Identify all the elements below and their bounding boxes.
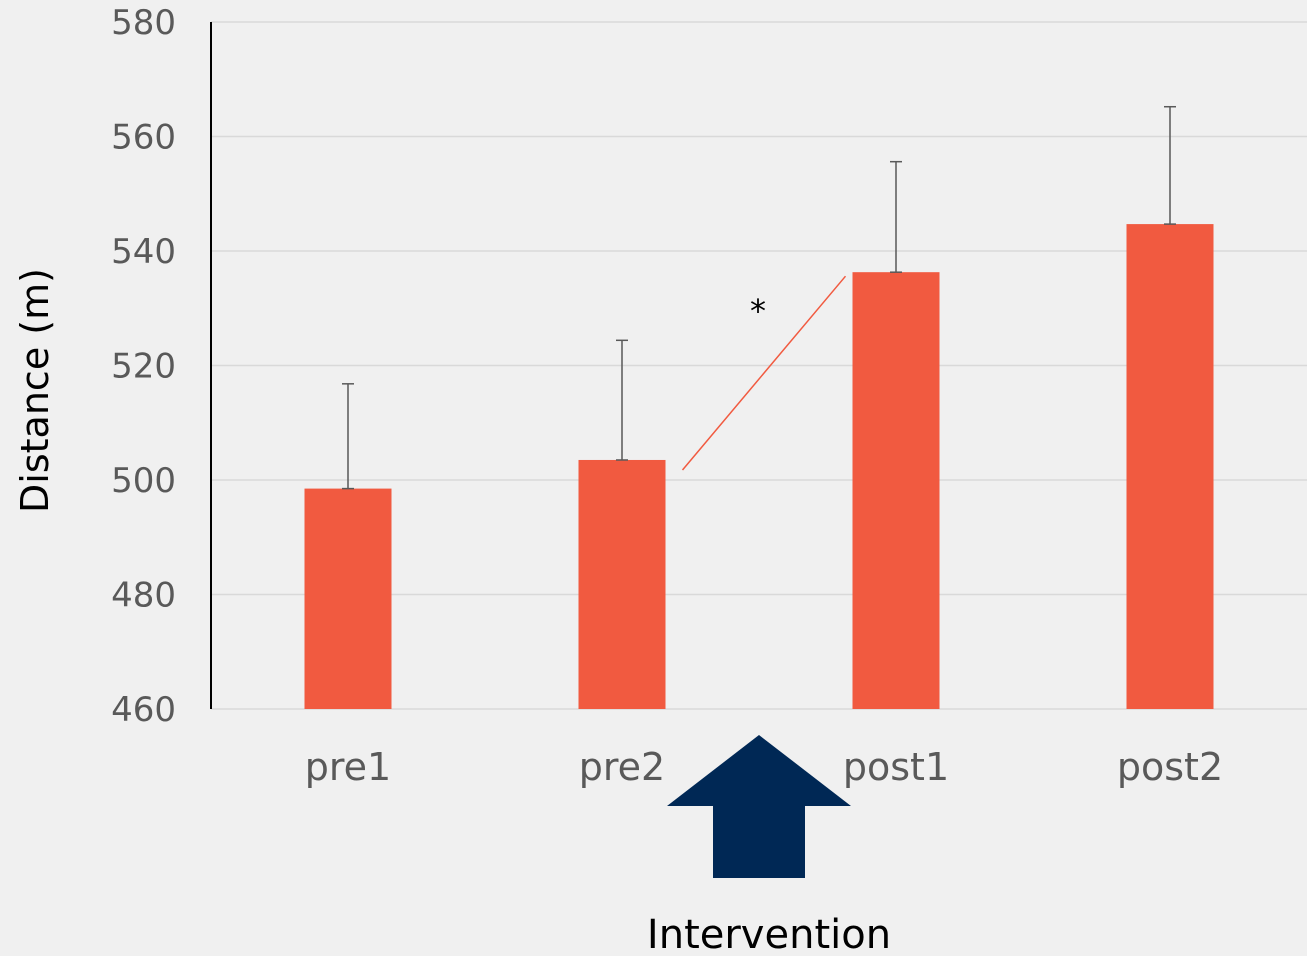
intervention-label: Intervention xyxy=(647,912,891,956)
y-axis-label: Distance (m) xyxy=(13,268,57,513)
y-tick-label-500: 500 xyxy=(111,461,176,501)
bar-pre2 xyxy=(578,459,666,709)
y-tick-label-460: 460 xyxy=(111,690,176,730)
x-tick-label-pre2: pre2 xyxy=(579,745,665,789)
bar-post2 xyxy=(1126,224,1214,709)
error-bars xyxy=(342,105,1176,490)
y-axis-tick-labels: 460 480 500 520 540 560 580 xyxy=(111,3,176,730)
y-tick-label-520: 520 xyxy=(111,347,176,387)
x-tick-label-pre1: pre1 xyxy=(305,745,391,789)
significance-marker: * xyxy=(750,292,766,330)
bars xyxy=(304,224,1214,709)
bar-post1 xyxy=(852,272,940,709)
x-axis-tick-labels: pre1 pre2 post1 post2 xyxy=(305,745,1223,789)
y-tick-label-540: 540 xyxy=(111,232,176,272)
intervention-arrow-icon xyxy=(667,735,851,878)
y-tick-label-480: 480 xyxy=(111,576,176,616)
gridlines xyxy=(211,21,1307,710)
x-tick-label-post2: post2 xyxy=(1117,745,1223,789)
bar-pre1 xyxy=(304,488,392,709)
y-tick-label-580: 580 xyxy=(111,3,176,43)
x-tick-label-post1: post1 xyxy=(843,745,949,789)
y-tick-label-560: 560 xyxy=(111,118,176,158)
significance-line xyxy=(681,275,847,471)
